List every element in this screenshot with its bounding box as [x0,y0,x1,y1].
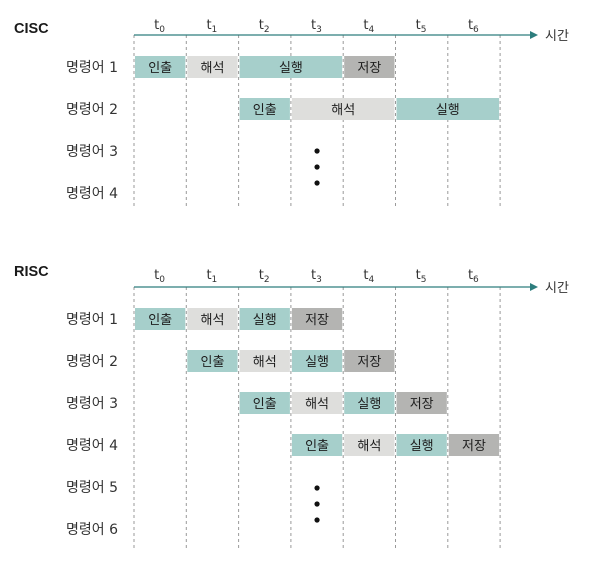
stage-bar [344,392,395,414]
stage-label: 해석 [253,355,277,370]
row-label: 명령어 3 [66,396,118,412]
stage-label: 해석 [200,313,224,328]
stage-bar [291,98,395,120]
stage-bar [187,56,238,78]
stage-bar [344,350,395,372]
tick-label: t5 [416,18,427,35]
stage-label: 실행 [436,102,460,118]
tick-label: t4 [363,18,374,35]
stage-bar [291,308,343,330]
tick-label: t0 [154,268,165,285]
stage-bar [239,56,343,78]
stage-label: 인출 [305,439,329,454]
tick-label: t2 [259,268,270,285]
section-title: RISC [14,264,49,280]
stage-bar [344,434,395,456]
ellipsis-dot [314,180,320,186]
tick-label: t4 [363,268,374,285]
stage-label: 인출 [253,103,277,118]
row-label: 명령어 3 [66,144,118,160]
stage-label: 실행 [305,354,329,370]
stage-bar [135,56,186,78]
row-label: 명령어 1 [66,312,118,328]
stage-label: 저장 [357,355,381,370]
section-title: CISC [14,21,49,37]
stage-bar [344,56,395,78]
row-label: 명령어 5 [66,480,118,496]
stage-bar [187,308,238,330]
stage-label: 저장 [305,313,329,328]
stage-bar [239,98,290,120]
tick-label: t2 [259,18,270,35]
time-axis-label: 시간 [545,281,569,296]
tick-label: t0 [154,18,165,35]
stage-bar [239,350,290,372]
ellipsis-dot [314,501,320,507]
stage-bar [396,434,447,456]
tick-label: t1 [206,268,217,285]
ellipsis-dot [314,148,320,154]
row-label: 명령어 4 [66,438,118,454]
stage-label: 해석 [305,397,329,412]
stage-bar [187,350,238,372]
row-label: 명령어 6 [66,522,118,538]
row-label: 명령어 1 [66,60,118,76]
tick-label: t5 [416,268,427,285]
stage-label: 인출 [148,313,172,328]
stage-bar [291,392,343,414]
time-axis-label: 시간 [545,29,569,44]
stage-label: 해석 [357,439,381,454]
tick-label: t6 [468,18,479,35]
stage-label: 인출 [200,355,224,370]
stage-bar [448,434,500,456]
stage-bar [396,98,500,120]
ellipsis-dot [314,164,320,170]
stage-label: 인출 [148,61,172,76]
row-label: 명령어 4 [66,186,118,202]
ellipsis-dot [314,517,320,523]
ellipsis-dot [314,485,320,491]
stage-bar [291,350,343,372]
tick-label: t6 [468,268,479,285]
stage-label: 실행 [253,312,277,328]
stage-label: 저장 [462,439,486,454]
stage-label: 실행 [357,396,381,412]
stage-label: 해석 [331,103,355,118]
stage-bar [291,434,343,456]
stage-label: 해석 [200,61,224,76]
stage-label: 저장 [410,397,434,412]
stage-bar [135,308,186,330]
stage-label: 인출 [253,397,277,412]
row-label: 명령어 2 [66,354,118,370]
arrow-icon [530,31,538,39]
arrow-icon [530,283,538,291]
stage-bar [239,308,290,330]
stage-bar [239,392,290,414]
tick-label: t3 [311,268,322,285]
stage-label: 저장 [357,61,381,76]
tick-label: t1 [206,18,217,35]
stage-label: 실행 [279,60,303,76]
stage-label: 실행 [410,438,434,454]
stage-bar [396,392,447,414]
row-label: 명령어 2 [66,102,118,118]
tick-label: t3 [311,18,322,35]
